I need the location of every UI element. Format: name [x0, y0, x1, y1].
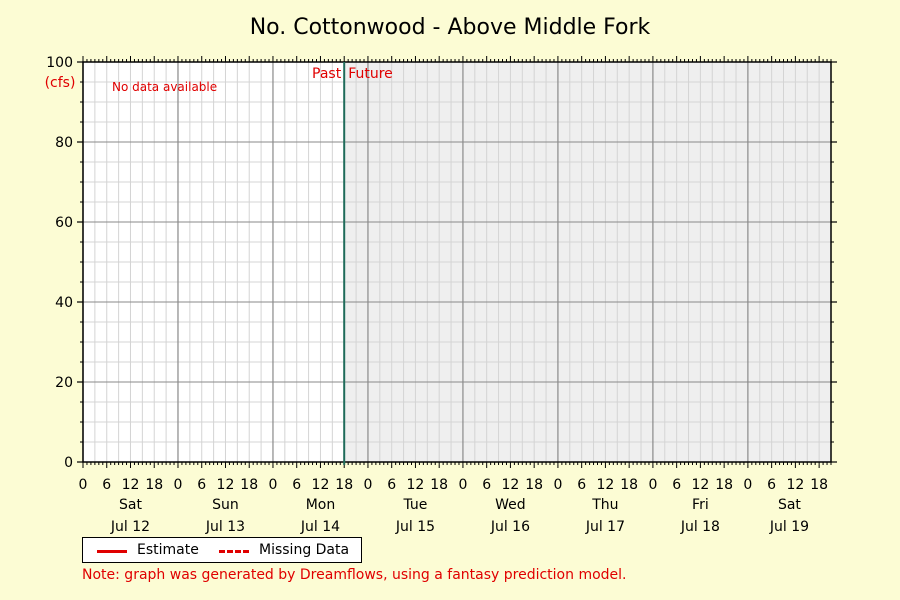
x-hour-label: 18	[620, 477, 638, 493]
x-date-label: Jul 15	[395, 519, 435, 535]
x-hour-label: 0	[458, 477, 467, 493]
x-hour-label: 12	[217, 477, 235, 493]
x-hour-label: 12	[596, 477, 614, 493]
x-hour-label: 0	[648, 477, 657, 493]
x-date-label: Jul 12	[110, 519, 150, 535]
no-data-label: No data available	[112, 80, 217, 94]
x-day-label: Mon	[306, 497, 336, 513]
y-tick-label: 100	[46, 55, 73, 71]
y-tick-label: 80	[55, 135, 73, 151]
y-tick-label: 20	[55, 375, 73, 391]
x-hour-label: 0	[553, 477, 562, 493]
x-hour-label: 18	[810, 477, 828, 493]
future-label: Future	[348, 66, 393, 82]
x-hour-label: 18	[715, 477, 733, 493]
legend: Estimate Missing Data	[82, 537, 362, 563]
x-hour-label: 18	[335, 477, 353, 493]
legend-missing-label: Missing Data	[259, 542, 350, 558]
legend-missing-swatch	[219, 550, 249, 553]
x-hour-label: 6	[292, 477, 301, 493]
x-hour-label: 0	[743, 477, 752, 493]
x-hour-label: 6	[767, 477, 776, 493]
x-hour-label: 18	[525, 477, 543, 493]
legend-estimate-label: Estimate	[137, 542, 199, 558]
x-hour-label: 6	[577, 477, 586, 493]
y-tick-label: 40	[55, 295, 73, 311]
x-date-label: Jul 16	[490, 519, 530, 535]
x-date-label: Jul 14	[300, 519, 340, 535]
y-axis-label: (cfs)	[45, 75, 76, 91]
x-hour-label: 0	[79, 477, 88, 493]
x-date-label: Jul 19	[769, 519, 809, 535]
x-hour-label: 12	[502, 477, 520, 493]
x-day-label: Thu	[591, 497, 618, 513]
x-hour-label: 12	[786, 477, 804, 493]
chart-title: No. Cottonwood - Above Middle Fork	[250, 15, 651, 40]
x-day-label: Sat	[778, 497, 801, 513]
x-hour-label: 18	[430, 477, 448, 493]
y-tick-label: 0	[64, 455, 73, 471]
x-date-label: Jul 13	[205, 519, 245, 535]
x-hour-label: 12	[122, 477, 140, 493]
x-day-label: Wed	[495, 497, 526, 513]
x-day-label: Tue	[402, 497, 427, 513]
x-day-label: Fri	[692, 497, 709, 513]
x-hour-label: 18	[240, 477, 258, 493]
x-hour-label: 12	[312, 477, 330, 493]
x-hour-label: 6	[482, 477, 491, 493]
x-hour-label: 18	[145, 477, 163, 493]
x-date-label: Jul 17	[585, 519, 625, 535]
x-hour-label: 0	[363, 477, 372, 493]
x-hour-label: 12	[691, 477, 709, 493]
past-label: Past	[312, 66, 342, 82]
x-hour-label: 12	[407, 477, 425, 493]
x-day-label: Sun	[212, 497, 239, 513]
x-date-label: Jul 18	[680, 519, 720, 535]
model-note: Note: graph was generated by Dreamflows,…	[82, 567, 627, 583]
x-hour-label: 6	[387, 477, 396, 493]
x-hour-label: 6	[672, 477, 681, 493]
x-hour-label: 0	[269, 477, 278, 493]
x-hour-label: 0	[174, 477, 183, 493]
x-day-label: Sat	[119, 497, 142, 513]
x-hour-label: 6	[102, 477, 111, 493]
legend-estimate-swatch	[97, 550, 127, 553]
x-hour-label: 6	[197, 477, 206, 493]
y-tick-label: 60	[55, 215, 73, 231]
